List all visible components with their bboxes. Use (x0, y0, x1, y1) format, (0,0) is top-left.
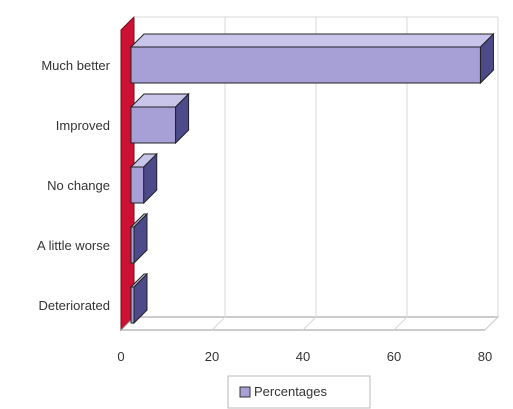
bar-front (130, 166, 145, 204)
legend-swatch (239, 386, 251, 398)
bar-side (479, 32, 494, 85)
tick-label: 20 (205, 349, 219, 364)
category-label: A little worse (37, 238, 110, 253)
bar-front (130, 46, 481, 84)
tick-label: 60 (387, 349, 401, 364)
tick-label: 80 (478, 349, 492, 364)
category-labels: Much better Improved No change A little wor… (37, 58, 111, 313)
floor-gridline (211, 316, 226, 331)
bar-side (143, 152, 158, 205)
category-label: Improved (56, 118, 110, 133)
legend-label: Percentages (254, 384, 327, 399)
bar-side (133, 212, 148, 265)
bars (129, 32, 495, 325)
bar-side (175, 92, 190, 145)
bar-side (133, 272, 148, 325)
bar-front (130, 106, 177, 144)
tick-label: 0 (117, 349, 124, 364)
floor-gridline (393, 316, 408, 331)
x-axis-ticks: 0 20 40 60 80 (117, 349, 492, 364)
legend-box (227, 375, 371, 409)
tick-label: 40 (296, 349, 310, 364)
legend: Percentages (227, 375, 371, 409)
floor-gridline (302, 316, 317, 331)
category-label: No change (47, 178, 110, 193)
category-label: Deteriorated (38, 298, 110, 313)
bar-top (129, 33, 495, 48)
category-label: Much better (41, 58, 110, 73)
floor-gridline (484, 316, 499, 331)
